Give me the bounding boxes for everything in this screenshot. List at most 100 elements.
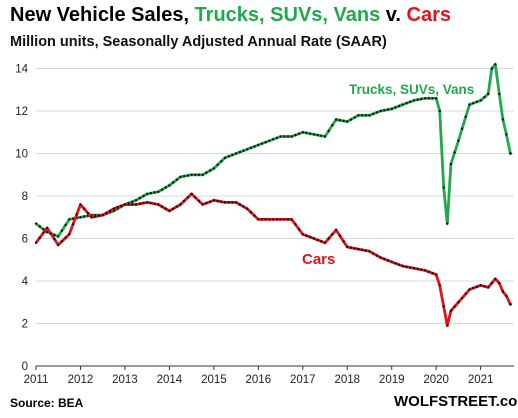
data-point <box>131 200 134 203</box>
data-point <box>164 186 167 189</box>
data-point <box>420 268 423 271</box>
data-point <box>134 203 138 206</box>
data-point <box>379 256 382 259</box>
y-tick-label: 6 <box>22 234 28 246</box>
data-point <box>487 92 490 96</box>
data-point <box>286 135 290 138</box>
data-point <box>364 249 367 252</box>
data-point <box>138 196 141 200</box>
data-point <box>312 133 316 136</box>
data-point <box>446 222 449 225</box>
x-tick-label: 2019 <box>379 374 405 386</box>
data-point <box>453 151 456 154</box>
data-point <box>68 233 71 236</box>
data-point <box>249 146 253 149</box>
data-point <box>505 133 508 136</box>
data-point <box>472 102 475 105</box>
data-point <box>442 186 445 189</box>
y-tick-label: 0 <box>22 361 28 373</box>
data-point <box>220 200 223 203</box>
data-point <box>123 203 127 206</box>
x-tick-label: 2021 <box>468 374 494 386</box>
data-point <box>468 103 471 106</box>
x-axis-ticks: 2011 2012 2013 2014 2015 2016 2017 2018 2019 2020… <box>24 366 494 386</box>
data-point <box>475 285 479 288</box>
data-point <box>331 124 334 127</box>
data-point <box>342 119 345 123</box>
data-point <box>249 211 253 214</box>
chart-title: New Vehicle Sales, Trucks, SUVs, Vans v.… <box>10 4 451 27</box>
data-point <box>405 102 408 105</box>
data-point <box>498 281 501 285</box>
data-point <box>364 114 367 117</box>
data-point <box>342 240 345 243</box>
data-point <box>194 196 197 199</box>
data-point <box>390 107 393 111</box>
data-point <box>83 215 86 218</box>
data-point <box>257 143 260 147</box>
data-point <box>142 201 145 205</box>
x-tick-label: 2020 <box>423 374 449 386</box>
data-point <box>305 131 308 135</box>
data-point <box>94 215 97 218</box>
data-point <box>231 201 234 204</box>
x-tick-label: 2016 <box>246 374 272 386</box>
data-point <box>205 201 208 205</box>
data-point <box>405 265 408 268</box>
y-tick-label: 12 <box>15 106 28 118</box>
y-tick-label: 10 <box>15 149 28 161</box>
data-point <box>53 238 56 241</box>
data-point <box>53 233 56 237</box>
data-point <box>316 238 319 242</box>
data-point <box>257 218 260 221</box>
title-part-vehicle-sales: New Vehicle Sales, <box>10 4 195 26</box>
data-point <box>164 207 167 210</box>
data-point <box>472 286 475 290</box>
data-point <box>505 294 508 298</box>
series-cars <box>34 192 512 327</box>
data-point <box>394 262 397 265</box>
data-point <box>223 156 227 159</box>
data-point <box>423 269 427 272</box>
data-point <box>487 286 490 289</box>
data-point <box>68 218 71 221</box>
data-point <box>479 99 482 102</box>
data-point <box>316 133 319 137</box>
data-point <box>171 207 175 210</box>
x-tick-label: 2015 <box>201 374 227 386</box>
data-point <box>346 120 349 123</box>
data-point <box>438 284 441 287</box>
data-point <box>509 152 512 155</box>
data-point <box>205 171 208 174</box>
data-point <box>201 203 204 206</box>
data-point <box>183 199 186 203</box>
data-point <box>290 218 293 221</box>
data-point <box>479 284 482 287</box>
data-point <box>242 205 245 208</box>
data-point <box>57 243 60 247</box>
data-point <box>97 214 101 217</box>
data-point <box>294 133 297 137</box>
data-point <box>401 264 404 268</box>
data-point <box>390 260 393 264</box>
data-point <box>138 202 141 205</box>
data-point <box>320 240 323 243</box>
data-point <box>320 134 323 137</box>
data-point <box>375 111 379 114</box>
data-point <box>271 218 275 221</box>
data-point <box>90 216 93 219</box>
y-tick-label: 2 <box>22 319 28 331</box>
data-point <box>175 205 178 208</box>
data-point <box>494 63 497 66</box>
data-point <box>438 109 441 113</box>
data-point <box>253 214 256 217</box>
title-part-trucks: Trucks, SUVs, Vans <box>194 4 381 26</box>
data-point <box>153 191 156 194</box>
x-tick-label: 2018 <box>334 374 360 386</box>
data-point <box>283 218 286 221</box>
data-point <box>301 233 304 236</box>
data-point <box>38 236 41 239</box>
data-point <box>197 199 201 203</box>
data-point <box>334 228 338 232</box>
data-point <box>309 235 312 239</box>
